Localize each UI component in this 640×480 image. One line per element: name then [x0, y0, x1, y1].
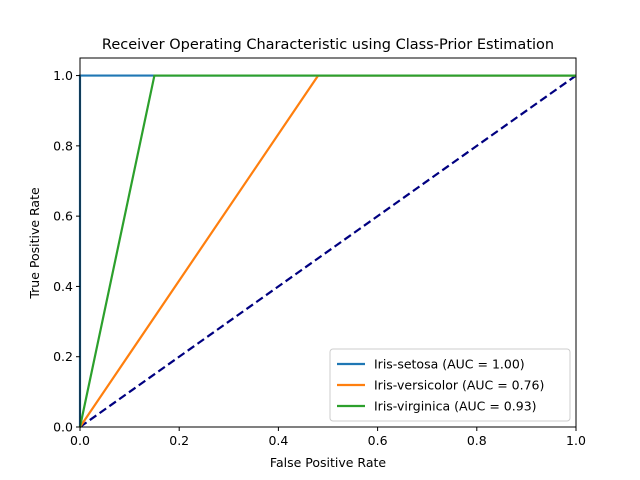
series-line-2: [78, 74, 576, 428]
y-tick-label: 1.0: [53, 68, 73, 83]
reference-diagonal-line: [79, 74, 577, 428]
x-tick-label: 0.0: [70, 433, 90, 448]
plot-area: [78, 57, 577, 428]
chart-title: Receiver Operating Characteristic using …: [102, 37, 554, 53]
x-axis-ticks: 0.0 0.2 0.4 0.6 0.8 1.0: [70, 427, 586, 448]
x-tick-label: 0.2: [169, 433, 189, 448]
legend-label-0: Iris-setosa (AUC = 1.00): [374, 357, 525, 372]
plot-frame: [79, 57, 577, 428]
y-tick-label: 0.8: [53, 138, 73, 153]
legend-box: [329, 348, 571, 422]
x-tick-label: 0.6: [368, 433, 388, 448]
legend: Iris-setosa (AUC = 1.00) Iris-versicolor …: [329, 348, 571, 422]
y-tick-label: 0.4: [53, 279, 73, 294]
x-tick-label: 1.0: [566, 433, 586, 448]
y-tick-label: 0.0: [53, 420, 73, 435]
x-axis-label: False Positive Rate: [270, 455, 386, 470]
legend-label-1: Iris-versicolor (AUC = 0.76): [374, 378, 544, 393]
y-tick-label: 0.6: [53, 209, 73, 224]
x-tick-label: 0.4: [268, 433, 288, 448]
legend-label-2: Iris-virginica (AUC = 0.93): [374, 399, 537, 414]
y-axis-label: True Positive Rate: [27, 187, 42, 300]
y-tick-label: 0.2: [53, 349, 73, 364]
x-tick-label: 0.8: [467, 433, 487, 448]
y-axis-ticks: 0.0 0.2 0.4 0.6 0.8 1.0: [53, 68, 80, 435]
